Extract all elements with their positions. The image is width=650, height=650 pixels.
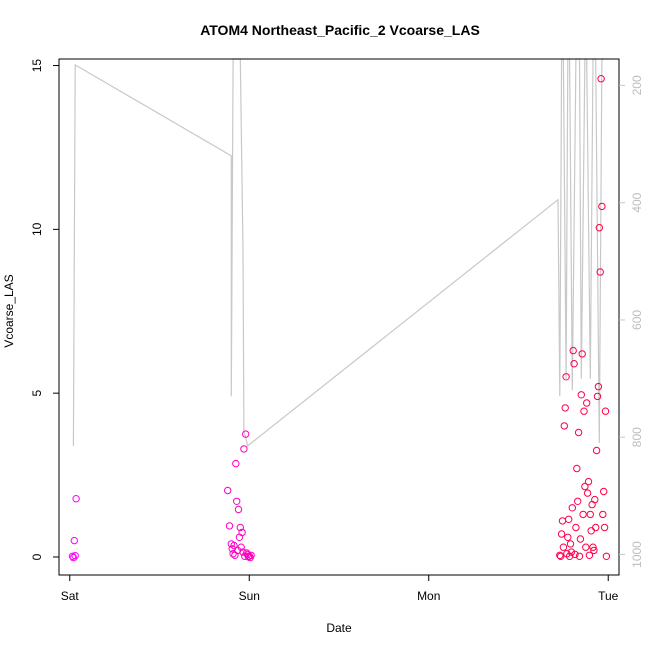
data-point-43	[567, 548, 576, 556]
data-point-31	[557, 552, 565, 560]
data-point-63	[585, 551, 594, 559]
y-tick-label-1: 5	[30, 390, 44, 397]
data-point-57	[580, 407, 588, 415]
data-point-42	[566, 540, 575, 548]
data-point-34	[559, 543, 568, 551]
x-tick-label-1: Sun	[239, 589, 260, 603]
data-point-48	[572, 523, 580, 532]
data-point-75	[596, 268, 604, 276]
y-tick-label-2: 10	[30, 222, 44, 236]
y2-tick-label-4: 1000	[630, 541, 644, 568]
x-tick-label-3: Tue	[598, 589, 619, 603]
data-point-46	[570, 360, 578, 368]
data-point-77	[598, 202, 606, 211]
data-point-17	[236, 523, 245, 532]
plot-area	[68, 58, 611, 562]
data-point-80	[600, 523, 609, 532]
data-point-0	[68, 552, 77, 560]
data-point-33	[558, 517, 567, 525]
data-point-29	[247, 551, 255, 559]
y-tick-label-3: 15	[30, 59, 44, 73]
data-point-50	[574, 497, 582, 505]
data-point-54	[577, 391, 585, 399]
data-point-59	[582, 543, 590, 551]
data-point-72	[593, 392, 602, 401]
y2-tick-label-0: 200	[630, 75, 644, 95]
x-tick-label-0: Sat	[61, 589, 80, 603]
data-point-40	[565, 515, 573, 523]
x-tick-label-2: Mon	[417, 589, 440, 603]
data-point-53	[576, 535, 585, 543]
data-point-47	[571, 550, 579, 559]
plot-frame	[58, 58, 620, 576]
data-point-45	[569, 346, 577, 355]
y2-tick-label-3: 800	[630, 427, 644, 447]
y-axis-label: Vcoarse_LAS	[2, 274, 16, 347]
y2-tick-label-2: 600	[630, 310, 644, 330]
data-point-6	[225, 522, 234, 530]
x-axis-label: Date	[326, 621, 352, 635]
data-point-44	[568, 504, 576, 512]
data-point-37	[562, 373, 570, 381]
data-point-13	[233, 497, 241, 505]
data-point-51	[574, 428, 583, 437]
data-point-49	[573, 464, 581, 473]
data-point-52	[575, 552, 584, 560]
data-point-10	[230, 541, 238, 550]
data-point-56	[579, 510, 587, 519]
data-point-32	[557, 530, 566, 538]
data-point-4	[72, 495, 80, 503]
y-tick-label-0: 0	[30, 553, 44, 560]
data-point-60	[583, 399, 591, 407]
data-point-21	[240, 445, 248, 453]
y2-tick-label-1: 400	[630, 192, 644, 212]
data-point-1	[69, 553, 78, 562]
data-point-73	[594, 382, 603, 391]
data-point-62	[584, 477, 593, 486]
data-point-2	[70, 536, 79, 545]
data-point-19	[238, 528, 246, 537]
data-point-36	[561, 404, 569, 412]
data-point-55	[578, 350, 586, 358]
data-point-11	[231, 551, 239, 559]
data-point-5	[224, 486, 232, 495]
data-point-35	[560, 422, 568, 430]
data-point-23	[242, 430, 250, 438]
data-point-61	[583, 489, 592, 497]
data-point-76	[597, 75, 605, 83]
data-point-18	[237, 543, 245, 551]
data-point-16	[235, 533, 244, 541]
data-point-65	[587, 527, 595, 535]
data-point-12	[232, 459, 240, 468]
data-point-58	[581, 482, 589, 491]
data-point-79	[600, 487, 608, 496]
axes: 0 5 10 15 200 400 600 800 1000 Sat Sun Mon Tue	[30, 58, 644, 603]
chart-title: ATOM4 Northeast_Pacific_2 Vcoarse_LAS	[200, 22, 480, 38]
data-point-67	[589, 543, 597, 551]
depth-line-0	[72, 58, 605, 448]
data-point-68	[590, 546, 598, 555]
data-point-20	[239, 548, 247, 556]
data-point-78	[599, 510, 607, 519]
data-point-39	[564, 533, 572, 541]
data-point-15	[234, 505, 243, 514]
data-point-70	[592, 523, 600, 532]
data-point-81	[601, 407, 610, 415]
data-point-69	[591, 495, 599, 504]
data-point-71	[592, 446, 601, 455]
data-point-3	[71, 552, 79, 560]
data-point-74	[595, 224, 603, 232]
data-point-82	[602, 552, 611, 560]
data-point-64	[586, 510, 594, 519]
data-point-30	[556, 551, 564, 559]
